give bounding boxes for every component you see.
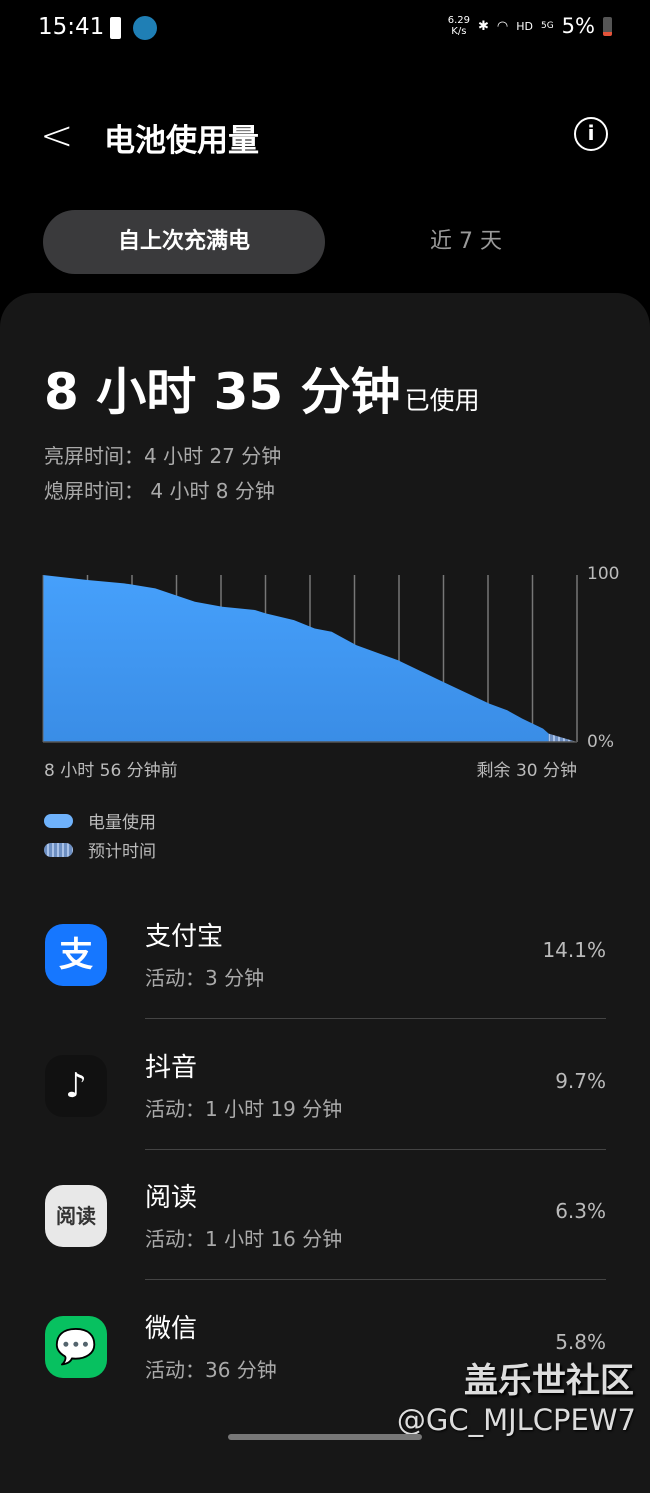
bluetooth-icon: ✱ bbox=[477, 18, 489, 34]
page-title: 电池使用量 bbox=[104, 123, 259, 159]
total-usage: 8 小时 35 分钟 已使用 bbox=[44, 352, 480, 424]
info-icon[interactable]: i bbox=[574, 117, 608, 151]
app-name: 抖音 bbox=[145, 1052, 198, 1083]
divider bbox=[145, 1148, 606, 1150]
divider bbox=[145, 1279, 606, 1280]
y-tick-100: 100 bbox=[587, 564, 620, 584]
legend-estimate: 预计时间 bbox=[44, 837, 156, 862]
total-usage-suffix: 已使用 bbox=[404, 386, 480, 415]
app-icon: 支 bbox=[45, 924, 107, 986]
legend-swatch-usage bbox=[44, 813, 73, 828]
app-activity: 活动：1 小时 19 分钟 bbox=[145, 1096, 343, 1121]
app-row[interactable]: 支 支付宝 活动：3 分钟 14.1% bbox=[0, 922, 650, 1054]
signal-icon: 5G bbox=[540, 21, 554, 31]
x-start-label: 8 小时 56 分钟前 bbox=[44, 761, 178, 781]
tab-since-full-charge[interactable]: 自上次充满电 bbox=[43, 210, 325, 274]
estimate-area bbox=[548, 733, 577, 742]
header: < 电池使用量 i bbox=[0, 105, 650, 165]
app-percent: 14.1% bbox=[542, 938, 606, 962]
watermark-user: @GC_MJLCPEW7 bbox=[396, 1403, 636, 1437]
battery-icon bbox=[603, 16, 612, 36]
period-tabs: 自上次充满电 近 7 天 bbox=[43, 210, 607, 274]
app-activity: 活动：3 分钟 bbox=[145, 966, 265, 990]
screen-on-time: 亮屏时间：4 小时 27 分钟 bbox=[44, 444, 282, 468]
back-icon[interactable]: < bbox=[40, 113, 74, 159]
battery-alert-icon bbox=[110, 17, 121, 39]
wifi-icon: ◠ bbox=[496, 18, 509, 34]
app-icon: ♪ bbox=[45, 1054, 107, 1117]
app-activity: 活动：36 分钟 bbox=[145, 1357, 277, 1382]
divider bbox=[145, 1018, 606, 1019]
status-bar: 15:41 6.29 K/s ✱ ◠ HD 5G 5% bbox=[0, 0, 650, 58]
app-percent: 6.3% bbox=[555, 1199, 606, 1223]
app-percent: 5.8% bbox=[555, 1329, 606, 1354]
legend-label: 预计时间 bbox=[88, 842, 156, 862]
y-tick-0: 0% bbox=[587, 732, 614, 752]
legend-usage: 电量使用 bbox=[44, 808, 156, 833]
app-name: 微信 bbox=[145, 1313, 198, 1344]
legend-swatch-estimate bbox=[44, 842, 73, 857]
screen-off-time: 熄屏时间： 4 小时 8 分钟 bbox=[44, 479, 275, 503]
app-row[interactable]: 阅读 阅读 活动：1 小时 16 分钟 6.3% bbox=[0, 1183, 650, 1315]
app-percent: 9.7% bbox=[555, 1068, 606, 1093]
total-usage-value: 8 小时 35 分钟 bbox=[44, 363, 401, 421]
legend-label: 电量使用 bbox=[88, 813, 156, 833]
watermark-logo: 盖乐世社区 bbox=[464, 1361, 634, 1401]
home-indicator[interactable] bbox=[228, 1434, 422, 1440]
hd-label: HD bbox=[516, 19, 533, 33]
app-row[interactable]: ♪ 抖音 活动：1 小时 19 分钟 9.7% bbox=[0, 1053, 650, 1185]
app-activity: 活动：1 小时 16 分钟 bbox=[145, 1227, 343, 1251]
tab-last-7-days[interactable]: 近 7 天 bbox=[430, 229, 502, 254]
x-end-label: 剩余 30 分钟 bbox=[476, 761, 577, 781]
app-name: 支付宝 bbox=[145, 922, 224, 952]
network-speed: 6.29 K/s bbox=[447, 15, 470, 37]
clock: 15:41 bbox=[38, 14, 105, 40]
app-name: 阅读 bbox=[145, 1183, 198, 1213]
app-icon: 💬 bbox=[45, 1315, 107, 1378]
usage-area bbox=[43, 575, 549, 742]
battery-chart bbox=[42, 575, 578, 743]
battery-percent: 5% bbox=[561, 14, 595, 38]
usage-card bbox=[0, 293, 650, 1493]
android-icon bbox=[133, 16, 157, 40]
app-row[interactable]: 💬 微信 活动：36 分钟 5.8% bbox=[0, 1314, 650, 1446]
app-icon: 阅读 bbox=[45, 1185, 107, 1247]
